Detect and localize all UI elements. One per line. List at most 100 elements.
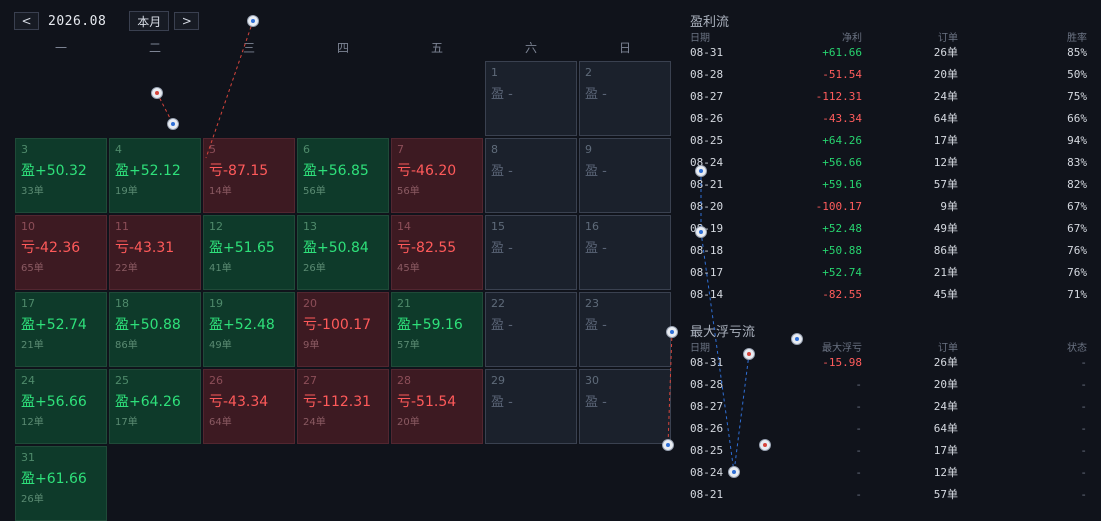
- row-orders: 20单: [933, 68, 958, 81]
- month-navigation: < 2026.08 本月 >: [14, 11, 200, 31]
- profit-stream-header: 日期 净利 订单 胜率: [690, 29, 1087, 44]
- next-month-button[interactable]: >: [174, 12, 200, 30]
- day-pnl: 盈+52.12: [115, 163, 181, 179]
- calendar-day-cell[interactable]: 19 盈+52.48 49单: [203, 292, 295, 367]
- day-pnl: 盈 -: [491, 87, 513, 102]
- calendar-day-cell[interactable]: 2 盈 -: [579, 61, 671, 136]
- calendar-day-cell[interactable]: 21 盈+59.16 57单: [391, 292, 483, 367]
- trade-marker-icon[interactable]: [151, 87, 163, 99]
- trade-marker-icon[interactable]: [247, 15, 259, 27]
- day-number: 4: [115, 143, 122, 156]
- trade-marker-icon[interactable]: [695, 165, 707, 177]
- day-pnl: 盈 -: [491, 164, 513, 179]
- calendar-day-cell[interactable]: 14 亏-82.55 45单: [391, 215, 483, 290]
- trade-marker-icon[interactable]: [167, 118, 179, 130]
- calendar-day-cell[interactable]: 22 盈 -: [485, 292, 577, 367]
- profit-row[interactable]: 08-18 +50.88 86单 76%: [690, 240, 1087, 262]
- row-orders: 57单: [933, 178, 958, 191]
- trade-marker-icon[interactable]: [759, 439, 771, 451]
- row-win-rate: 67%: [1067, 222, 1087, 235]
- calendar-day-cell[interactable]: 31 盈+61.66 26单: [15, 446, 107, 521]
- prev-month-button[interactable]: <: [14, 12, 39, 30]
- calendar-day-cell[interactable]: 17 盈+52.74 21单: [15, 292, 107, 367]
- day-number: 14: [397, 220, 411, 233]
- day-pnl: 亏-87.15: [209, 163, 269, 179]
- day-pnl: 盈+50.32: [21, 163, 87, 179]
- calendar-day-cell[interactable]: 8 盈 -: [485, 138, 577, 213]
- profit-row[interactable]: 08-21 +59.16 57单 82%: [690, 174, 1087, 196]
- profit-row[interactable]: 08-24 +56.66 12单 83%: [690, 152, 1087, 174]
- day-number: 21: [397, 297, 411, 310]
- drawdown-row[interactable]: 08-25 - 17单 -: [690, 440, 1087, 462]
- calendar-day-cell[interactable]: 29 盈 -: [485, 369, 577, 444]
- calendar-day-cell[interactable]: 26 亏-43.34 64单: [203, 369, 295, 444]
- calendar-day-cell[interactable]: 28 亏-51.54 20单: [391, 369, 483, 444]
- row-status: -: [1080, 356, 1087, 369]
- day-order-count: 26单: [21, 494, 44, 505]
- profit-row[interactable]: 08-25 +64.26 17单 94%: [690, 130, 1087, 152]
- day-number: 19: [209, 297, 223, 310]
- drawdown-row[interactable]: 08-24 - 12单 -: [690, 462, 1087, 484]
- calendar-day-cell[interactable]: 24 盈+56.66 12单: [15, 369, 107, 444]
- calendar-day-cell[interactable]: 5 亏-87.15 14单: [203, 138, 295, 213]
- day-pnl: 盈 -: [585, 241, 607, 256]
- day-order-count: 56单: [397, 186, 420, 197]
- this-month-button[interactable]: 本月: [129, 11, 170, 31]
- profit-row[interactable]: 08-28 -51.54 20单 50%: [690, 64, 1087, 86]
- calendar-day-cell[interactable]: 23 盈 -: [579, 292, 671, 367]
- trade-marker-icon[interactable]: [791, 333, 803, 345]
- drawdown-row[interactable]: 08-26 - 64单 -: [690, 418, 1087, 440]
- calendar-blank-cell: [297, 61, 389, 136]
- day-order-count: 19单: [115, 186, 138, 197]
- day-order-count: 65单: [21, 263, 44, 274]
- trade-marker-icon[interactable]: [666, 326, 678, 338]
- profit-row[interactable]: 08-27 -112.31 24单 75%: [690, 86, 1087, 108]
- calendar-day-cell[interactable]: 9 盈 -: [579, 138, 671, 213]
- day-order-count: 24单: [303, 417, 326, 428]
- profit-row[interactable]: 08-26 -43.34 64单 66%: [690, 108, 1087, 130]
- calendar-day-cell[interactable]: 12 盈+51.65 41单: [203, 215, 295, 290]
- profit-row[interactable]: 08-20 -100.17 9单 67%: [690, 196, 1087, 218]
- calendar-day-cell[interactable]: 30 盈 -: [579, 369, 671, 444]
- day-pnl: 盈+50.84: [303, 240, 369, 256]
- calendar-day-cell[interactable]: 3 盈+50.32 33单: [15, 138, 107, 213]
- calendar-day-cell[interactable]: 27 亏-112.31 24单: [297, 369, 389, 444]
- calendar-day-cell[interactable]: 7 亏-46.20 56单: [391, 138, 483, 213]
- calendar-day-cell[interactable]: 1 盈 -: [485, 61, 577, 136]
- trade-marker-icon[interactable]: [728, 466, 740, 478]
- calendar-day-cell[interactable]: 10 亏-42.36 65单: [15, 215, 107, 290]
- col-orders: 订单: [938, 33, 958, 44]
- drawdown-row[interactable]: 08-28 - 20单 -: [690, 374, 1087, 396]
- calendar-day-cell[interactable]: 18 盈+50.88 86单: [109, 292, 201, 367]
- calendar-day-cell[interactable]: 25 盈+64.26 17单: [109, 369, 201, 444]
- profit-row[interactable]: 08-31 +61.66 26单 85%: [690, 42, 1087, 64]
- day-pnl: 盈+56.66: [21, 394, 87, 410]
- calendar-day-cell[interactable]: 13 盈+50.84 26单: [297, 215, 389, 290]
- row-orders: 24单: [933, 90, 958, 103]
- row-max-drawdown: -: [855, 488, 862, 501]
- calendar-day-cell[interactable]: 15 盈 -: [485, 215, 577, 290]
- calendar-day-cell[interactable]: 16 盈 -: [579, 215, 671, 290]
- profit-row[interactable]: 08-17 +52.74 21单 76%: [690, 262, 1087, 284]
- row-win-rate: 83%: [1067, 156, 1087, 169]
- row-orders: 57单: [933, 488, 958, 501]
- day-order-count: 20单: [397, 417, 420, 428]
- drawdown-row[interactable]: 08-21 - 57单 -: [690, 484, 1087, 506]
- calendar-day-cell[interactable]: 6 盈+56.85 56单: [297, 138, 389, 213]
- trade-marker-icon[interactable]: [662, 439, 674, 451]
- profit-row[interactable]: 08-14 -82.55 45单 71%: [690, 284, 1087, 306]
- day-pnl: 亏-43.34: [209, 394, 269, 410]
- day-order-count: 21单: [21, 340, 44, 351]
- trade-marker-icon[interactable]: [695, 226, 707, 238]
- day-pnl: 盈 -: [585, 318, 607, 333]
- calendar-day-cell[interactable]: 11 亏-43.31 22单: [109, 215, 201, 290]
- calendar-day-cell[interactable]: 4 盈+52.12 19单: [109, 138, 201, 213]
- trade-marker-icon[interactable]: [743, 348, 755, 360]
- day-number: 29: [491, 374, 505, 387]
- calendar-blank-cell: [15, 61, 107, 136]
- calendar-day-cell[interactable]: 20 亏-100.17 9单: [297, 292, 389, 367]
- day-order-count: 22单: [115, 263, 138, 274]
- profit-row[interactable]: 08-19 +52.48 49单 67%: [690, 218, 1087, 240]
- day-number: 15: [491, 220, 505, 233]
- drawdown-row[interactable]: 08-27 - 24单 -: [690, 396, 1087, 418]
